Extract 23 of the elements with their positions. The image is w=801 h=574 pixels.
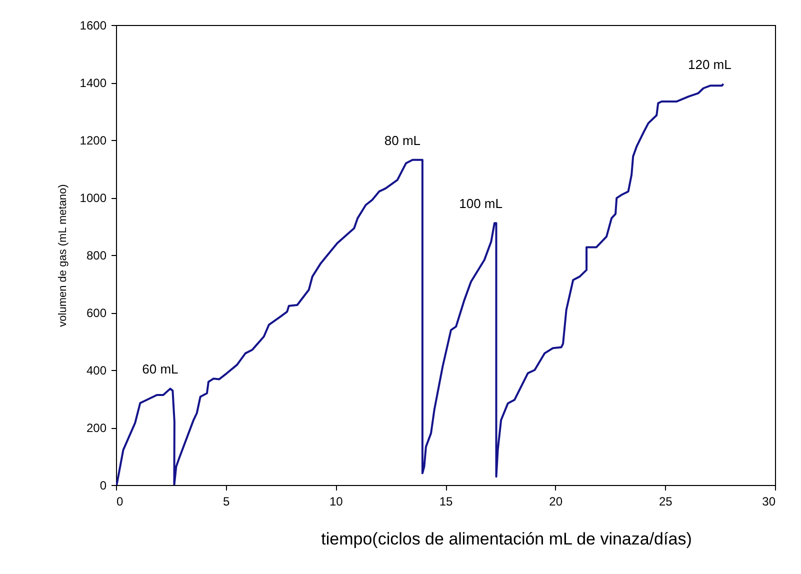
- y-tick-label: 1200: [80, 134, 107, 148]
- annotation: 60 mL: [142, 362, 178, 377]
- y-tick-label: 800: [86, 248, 107, 262]
- x-tick-label: 20: [549, 494, 563, 508]
- y-tick-label: 0: [100, 478, 107, 492]
- y-tick-label: 1000: [80, 191, 107, 205]
- x-tick-label: 0: [116, 494, 124, 508]
- annotation: 80 mL: [384, 132, 421, 148]
- annotation: 120 mL: [688, 56, 732, 72]
- x-tick-label: 30: [762, 494, 776, 508]
- y-tick-label: 400: [86, 364, 107, 378]
- y-axis-title: volumen de gas (mL metano): [56, 184, 69, 327]
- y-tick-label: 1600: [80, 18, 107, 32]
- x-tick-label: 25: [658, 494, 673, 508]
- y-tick-label: 200: [86, 421, 107, 435]
- annotation: 100 mL: [459, 196, 502, 212]
- y-tick-label: 1400: [80, 76, 107, 90]
- x-tick-label: 15: [439, 494, 453, 508]
- line-series: [116, 82, 724, 485]
- x-tick-label: 5: [222, 494, 230, 508]
- x-tick-label: 10: [329, 494, 344, 508]
- x-axis-title: tiempo(ciclos de alimentación mL de vinaza/días): [321, 530, 692, 548]
- y-tick-label: 600: [86, 306, 107, 320]
